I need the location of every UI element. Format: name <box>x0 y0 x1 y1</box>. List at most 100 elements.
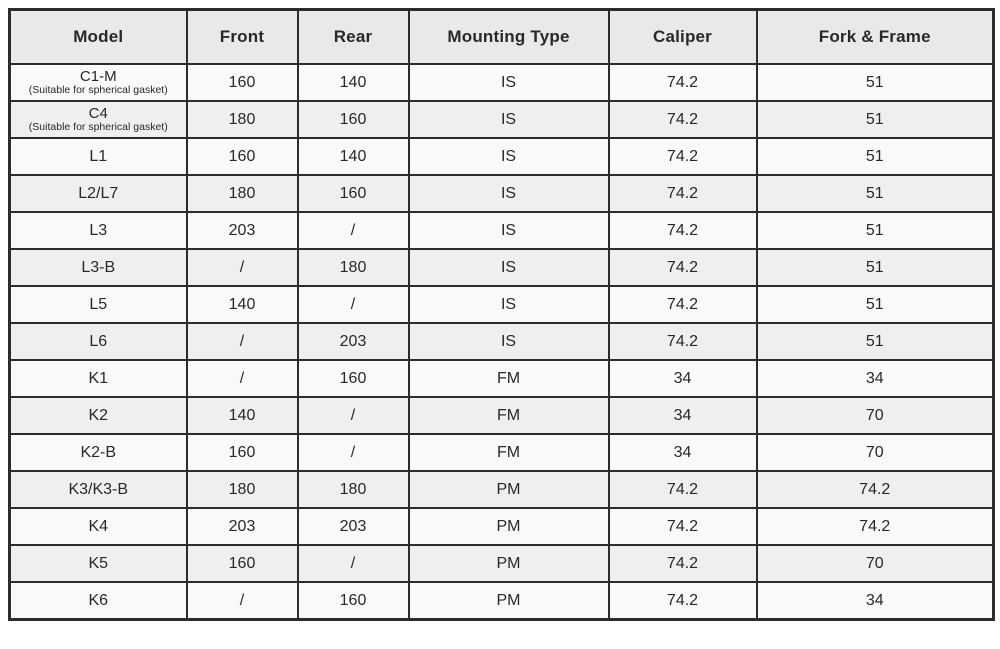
column-header-front: Front <box>185 8 299 65</box>
table-row: K3/K3-B 180 180 PM 74.2 74.2 <box>8 470 995 509</box>
cell-model: K1 <box>8 359 188 398</box>
table-row: L6/203 IS 74.2 51 <box>8 322 995 361</box>
cell-caliper: 74.2 <box>607 63 758 102</box>
cell-front: 160 <box>185 137 299 176</box>
cell-rear: 160 <box>296 174 410 213</box>
table-body: C1-M (Suitable for spherical gasket) 160 14… <box>8 63 995 621</box>
cell-model: L3-B <box>8 248 188 287</box>
table-row: C1-M (Suitable for spherical gasket) 160 14… <box>8 63 995 102</box>
table-row: C4 (Suitable for spherical gasket) 180 160 I… <box>8 100 995 139</box>
cell-fork-frame: 51 <box>755 285 995 324</box>
cell-front: 140 <box>185 285 299 324</box>
cell-caliper: 74.2 <box>607 507 758 546</box>
model-note: (Suitable for spherical gasket) <box>28 121 168 133</box>
table-row: K4 203 203 PM 74.2 74.2 <box>8 507 995 546</box>
cell-mounting-type: IS <box>407 248 610 287</box>
cell-fork-frame: 70 <box>755 544 995 583</box>
model-name: C4 <box>88 105 108 122</box>
cell-mounting-type: IS <box>407 100 610 139</box>
cell-mounting-type: PM <box>407 470 610 509</box>
cell-fork-frame: 74.2 <box>755 507 995 546</box>
cell-front: 180 <box>185 470 299 509</box>
cell-mounting-type: IS <box>407 174 610 213</box>
model-note: (Suitable for spherical gasket) <box>28 84 168 96</box>
header-row: Model Front Rear Mounting Type Caliper F… <box>8 8 995 65</box>
cell-front: 203 <box>185 211 299 250</box>
cell-front: / <box>185 248 299 287</box>
table-row: K2-B 160/FM 34 70 <box>8 433 995 472</box>
cell-caliper: 74.2 <box>607 470 758 509</box>
cell-rear: / <box>296 396 410 435</box>
cell-model: K2-B <box>8 433 188 472</box>
cell-mounting-type: PM <box>407 507 610 546</box>
cell-model: K3/K3-B <box>8 470 188 509</box>
cell-front: 203 <box>185 507 299 546</box>
cell-fork-frame: 34 <box>755 359 995 398</box>
cell-caliper: 34 <box>607 359 758 398</box>
cell-front: 160 <box>185 544 299 583</box>
cell-caliper: 74.2 <box>607 211 758 250</box>
cell-model: K5 <box>8 544 188 583</box>
cell-front: 180 <box>185 100 299 139</box>
cell-model: L1 <box>8 137 188 176</box>
table-row: K2 140/FM 34 70 <box>8 396 995 435</box>
cell-fork-frame: 51 <box>755 322 995 361</box>
cell-model: K6 <box>8 581 188 621</box>
table-row: L3 203/IS 74.2 51 <box>8 211 995 250</box>
column-header-model: Model <box>8 8 188 65</box>
cell-front: 140 <box>185 396 299 435</box>
cell-caliper: 34 <box>607 396 758 435</box>
cell-fork-frame: 74.2 <box>755 470 995 509</box>
cell-rear: 140 <box>296 63 410 102</box>
cell-fork-frame: 51 <box>755 211 995 250</box>
cell-mounting-type: IS <box>407 322 610 361</box>
cell-mounting-type: IS <box>407 137 610 176</box>
model-name: C1-M <box>79 68 117 85</box>
cell-mounting-type: PM <box>407 581 610 621</box>
cell-front: / <box>185 581 299 621</box>
cell-rear: / <box>296 211 410 250</box>
table-row: K6/160 PM 74.2 34 <box>8 581 995 621</box>
cell-front: 160 <box>185 433 299 472</box>
cell-front: 160 <box>185 63 299 102</box>
cell-rear: 160 <box>296 581 410 621</box>
cell-mounting-type: PM <box>407 544 610 583</box>
cell-caliper: 74.2 <box>607 100 758 139</box>
table-row: L2/L7 180 160 IS 74.2 51 <box>8 174 995 213</box>
spec-table: Model Front Rear Mounting Type Caliper F… <box>8 8 995 621</box>
cell-model: C1-M (Suitable for spherical gasket) <box>8 63 188 102</box>
cell-fork-frame: 51 <box>755 100 995 139</box>
cell-rear: 180 <box>296 470 410 509</box>
cell-fork-frame: 34 <box>755 581 995 621</box>
cell-model: L6 <box>8 322 188 361</box>
cell-front: / <box>185 359 299 398</box>
cell-rear: / <box>296 544 410 583</box>
cell-caliper: 74.2 <box>607 285 758 324</box>
cell-mounting-type: IS <box>407 285 610 324</box>
cell-rear: 203 <box>296 322 410 361</box>
cell-mounting-type: FM <box>407 433 610 472</box>
table-row: L3-B/180 IS 74.2 51 <box>8 248 995 287</box>
cell-caliper: 74.2 <box>607 322 758 361</box>
cell-fork-frame: 51 <box>755 248 995 287</box>
cell-front: 180 <box>185 174 299 213</box>
cell-rear: / <box>296 433 410 472</box>
cell-fork-frame: 70 <box>755 433 995 472</box>
cell-mounting-type: IS <box>407 63 610 102</box>
cell-fork-frame: 51 <box>755 174 995 213</box>
cell-caliper: 74.2 <box>607 137 758 176</box>
column-header-caliper: Caliper <box>607 8 758 65</box>
column-header-rear: Rear <box>296 8 410 65</box>
cell-caliper: 74.2 <box>607 174 758 213</box>
cell-rear: / <box>296 285 410 324</box>
cell-caliper: 34 <box>607 433 758 472</box>
cell-model: L2/L7 <box>8 174 188 213</box>
cell-model: L5 <box>8 285 188 324</box>
cell-fork-frame: 51 <box>755 137 995 176</box>
cell-mounting-type: FM <box>407 359 610 398</box>
cell-model: L3 <box>8 211 188 250</box>
cell-model: K2 <box>8 396 188 435</box>
table-row: K5 160/PM 74.2 70 <box>8 544 995 583</box>
table-row: L5 140/IS 74.2 51 <box>8 285 995 324</box>
